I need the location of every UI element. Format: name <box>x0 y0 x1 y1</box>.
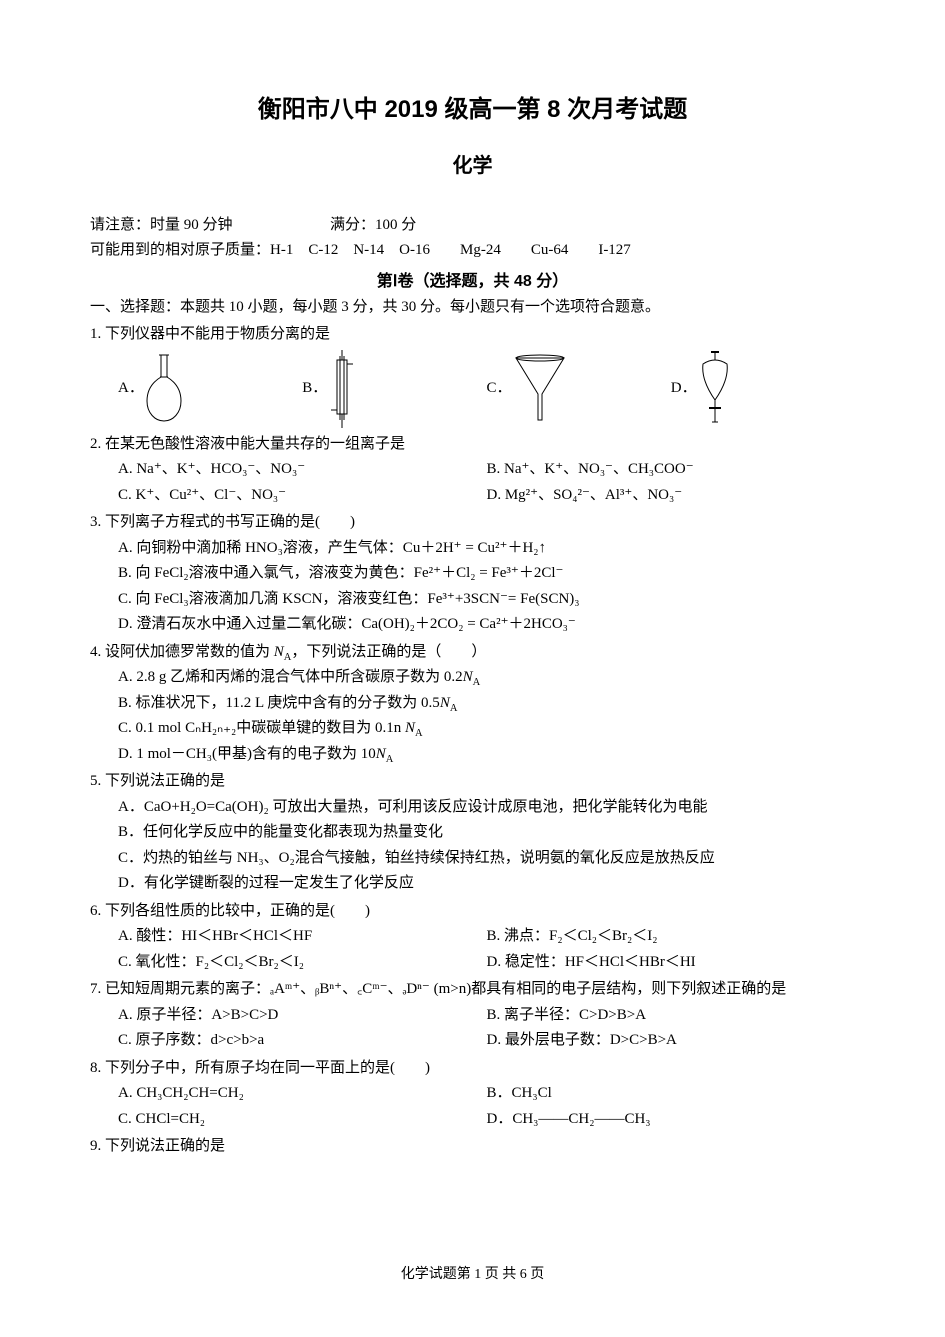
q8-stem: 8. 下列分子中，所有原子均在同一平面上的是( ) <box>90 1056 855 1082</box>
q2-stem: 2. 在某无色酸性溶液中能大量共存的一组离子是 <box>90 432 855 458</box>
question-3: 3. 下列离子方程式的书写正确的是( ) A. 向铜粉中滴加稀 HNO₃溶液，产… <box>90 510 855 638</box>
q4-C-text: C. 0.1 mol CₙH₂ₙ₊₂中碳碳单键的数目为 0.1n <box>118 720 405 736</box>
volumetric-flask-icon <box>144 353 184 425</box>
q4-stem: 4. 设阿伏加德罗常数的值为 NA，下列说法正确的是（ ） <box>90 640 855 666</box>
q2-opt-B: B. Na⁺、K⁺、NO₃⁻、CH₃COO⁻ <box>487 457 856 483</box>
question-7: 7. 已知短周期元素的离子：ₐAᵐ⁺、ᵦBⁿ⁺、꜀Cᵐ⁻、ₔDⁿ⁻ (m>n)都… <box>90 977 855 1054</box>
question-6: 6. 下列各组性质的比较中，正确的是( ) A. 酸性：HI＜HBr＜HCl＜H… <box>90 899 855 976</box>
q3-opt-A: A. 向铜粉中滴加稀 HNO₃溶液，产生气体：Cu＋2H⁺ = Cu²⁺＋H₂↑ <box>90 536 855 562</box>
q5-opt-D: D．有化学键断裂的过程一定发生了化学反应 <box>90 871 855 897</box>
q5-stem: 5. 下列说法正确的是 <box>90 769 855 795</box>
question-2: 2. 在某无色酸性溶液中能大量共存的一组离子是 A. Na⁺、K⁺、HCO₃⁻、… <box>90 432 855 509</box>
q1-B-label: B． <box>302 376 327 402</box>
q6-opt-A: A. 酸性：HI＜HBr＜HCl＜HF <box>118 924 487 950</box>
page-title: 衡阳市八中 2019 级高一第 8 次月考试题 <box>90 90 855 131</box>
q8-opt-C: C. CHCl=CH₂ <box>118 1107 487 1133</box>
q7-opt-C: C. 原子序数：d>c>b>a <box>118 1028 487 1054</box>
q4-B-text: B. 标准状况下，11.2 L 庚烷中含有的分子数为 0.5 <box>118 695 440 711</box>
q1-opt-B: B． <box>302 350 486 428</box>
q3-opt-B: B. 向 FeCl₂溶液中通入氯气，溶液变为黄色：Fe²⁺＋Cl₂ = Fe³⁺… <box>90 561 855 587</box>
q2-opt-D: D. Mg²⁺、SO₄²⁻、Al³⁺、NO₃⁻ <box>487 483 856 509</box>
q1-C-label: C． <box>487 376 512 402</box>
q4-na: N <box>274 644 284 660</box>
page-footer: 化学试题第 1 页 共 6 页 <box>0 1263 945 1287</box>
q1-opt-A: A． <box>118 353 302 425</box>
question-1: 1. 下列仪器中不能用于物质分离的是 A． B． C． <box>90 322 855 430</box>
time-limit: 请注意：时量 90 分钟 <box>90 217 233 233</box>
full-marks: 满分：100 分 <box>330 217 416 233</box>
atomic-masses: 可能用到的相对原子质量：H-1 C-12 N-14 O-16 Mg-24 Cu-… <box>90 238 855 264</box>
subject-title: 化学 <box>90 149 855 183</box>
condenser-icon <box>327 350 357 428</box>
q7-opt-D: D. 最外层电子数：D>C>B>A <box>487 1028 856 1054</box>
q8-opt-B: B．CH₃Cl <box>487 1081 856 1107</box>
q4-D-text: D. 1 mol－CH₃(甲基)含有的电子数为 10 <box>118 746 376 762</box>
q4-stem-a: 4. 设阿伏加德罗常数的值为 <box>90 644 274 660</box>
q6-stem: 6. 下列各组性质的比较中，正确的是( ) <box>90 899 855 925</box>
q1-stem: 1. 下列仪器中不能用于物质分离的是 <box>90 322 855 348</box>
section-1-header: 第Ⅰ卷（选择题，共 48 分） <box>90 268 855 295</box>
q5-opt-A: A．CaO+H₂O=Ca(OH)₂ 可放出大量热，可利用该反应设计成原电池，把化… <box>90 795 855 821</box>
q3-opt-D: D. 澄清石灰水中通入过量二氧化碳：Ca(OH)₂＋2CO₂ = Ca²⁺＋2H… <box>90 612 855 638</box>
q2-opt-C: C. K⁺、Cu²⁺、Cl⁻、NO₃⁻ <box>118 483 487 509</box>
question-8: 8. 下列分子中，所有原子均在同一平面上的是( ) A. CH₃CH₂CH=CH… <box>90 1056 855 1133</box>
q6-opt-C: C. 氧化性：F₂＜Cl₂＜Br₂＜I₂ <box>118 950 487 976</box>
question-5: 5. 下列说法正确的是 A．CaO+H₂O=Ca(OH)₂ 可放出大量热，可利用… <box>90 769 855 897</box>
q9-stem: 9. 下列说法正确的是 <box>90 1134 855 1160</box>
q4-stem-b: ，下列说法正确的是（ ） <box>291 644 486 660</box>
funnel-icon <box>512 354 568 424</box>
q5-opt-C: C．灼热的铂丝与 NH₃、O₂混合气接触，铂丝持续保持红热，说明氨的氧化反应是放… <box>90 846 855 872</box>
q1-opt-C: C． <box>487 354 671 424</box>
question-4: 4. 设阿伏加德罗常数的值为 NA，下列说法正确的是（ ） A. 2.8 g 乙… <box>90 640 855 768</box>
notice-line-1: 请注意：时量 90 分钟 满分：100 分 <box>90 213 855 239</box>
q1-opt-D: D． <box>671 350 855 428</box>
q6-opt-B: B. 沸点：F₂＜Cl₂＜Br₂＜I₂ <box>487 924 856 950</box>
q4-A-text: A. 2.8 g 乙烯和丙烯的混合气体中所含碳原子数为 0.2 <box>118 669 463 685</box>
q8-opt-A: A. CH₃CH₂CH=CH₂ <box>118 1081 487 1107</box>
part1-instruction: 一、选择题：本题共 10 小题，每小题 3 分，共 30 分。每小题只有一个选项… <box>90 295 855 321</box>
question-9: 9. 下列说法正确的是 <box>90 1134 855 1160</box>
q4-opt-D: D. 1 mol－CH₃(甲基)含有的电子数为 10NA <box>90 742 855 768</box>
q3-stem: 3. 下列离子方程式的书写正确的是( ) <box>90 510 855 536</box>
separating-funnel-icon <box>697 350 733 428</box>
q2-opt-A: A. Na⁺、K⁺、HCO₃⁻、NO₃⁻ <box>118 457 487 483</box>
q1-D-label: D． <box>671 376 697 402</box>
q1-A-label: A． <box>118 376 144 402</box>
q3-opt-C: C. 向 FeCl₃溶液滴加几滴 KSCN，溶液变红色：Fe³⁺+3SCN⁻= … <box>90 587 855 613</box>
q5-opt-B: B．任何化学反应中的能量变化都表现为热量变化 <box>90 820 855 846</box>
q4-opt-A: A. 2.8 g 乙烯和丙烯的混合气体中所含碳原子数为 0.2NA <box>90 665 855 691</box>
q7-stem: 7. 已知短周期元素的离子：ₐAᵐ⁺、ᵦBⁿ⁺、꜀Cᵐ⁻、ₔDⁿ⁻ (m>n)都… <box>90 977 855 1003</box>
q6-opt-D: D. 稳定性：HF＜HCl＜HBr＜HI <box>487 950 856 976</box>
q7-opt-A: A. 原子半径：A>B>C>D <box>118 1003 487 1029</box>
q4-opt-B: B. 标准状况下，11.2 L 庚烷中含有的分子数为 0.5NA <box>90 691 855 717</box>
q7-opt-B: B. 离子半径：C>D>B>A <box>487 1003 856 1029</box>
q4-opt-C: C. 0.1 mol CₙH₂ₙ₊₂中碳碳单键的数目为 0.1n NA <box>90 716 855 742</box>
q8-opt-D: D．CH₃——CH₂——CH₃ <box>487 1107 856 1133</box>
